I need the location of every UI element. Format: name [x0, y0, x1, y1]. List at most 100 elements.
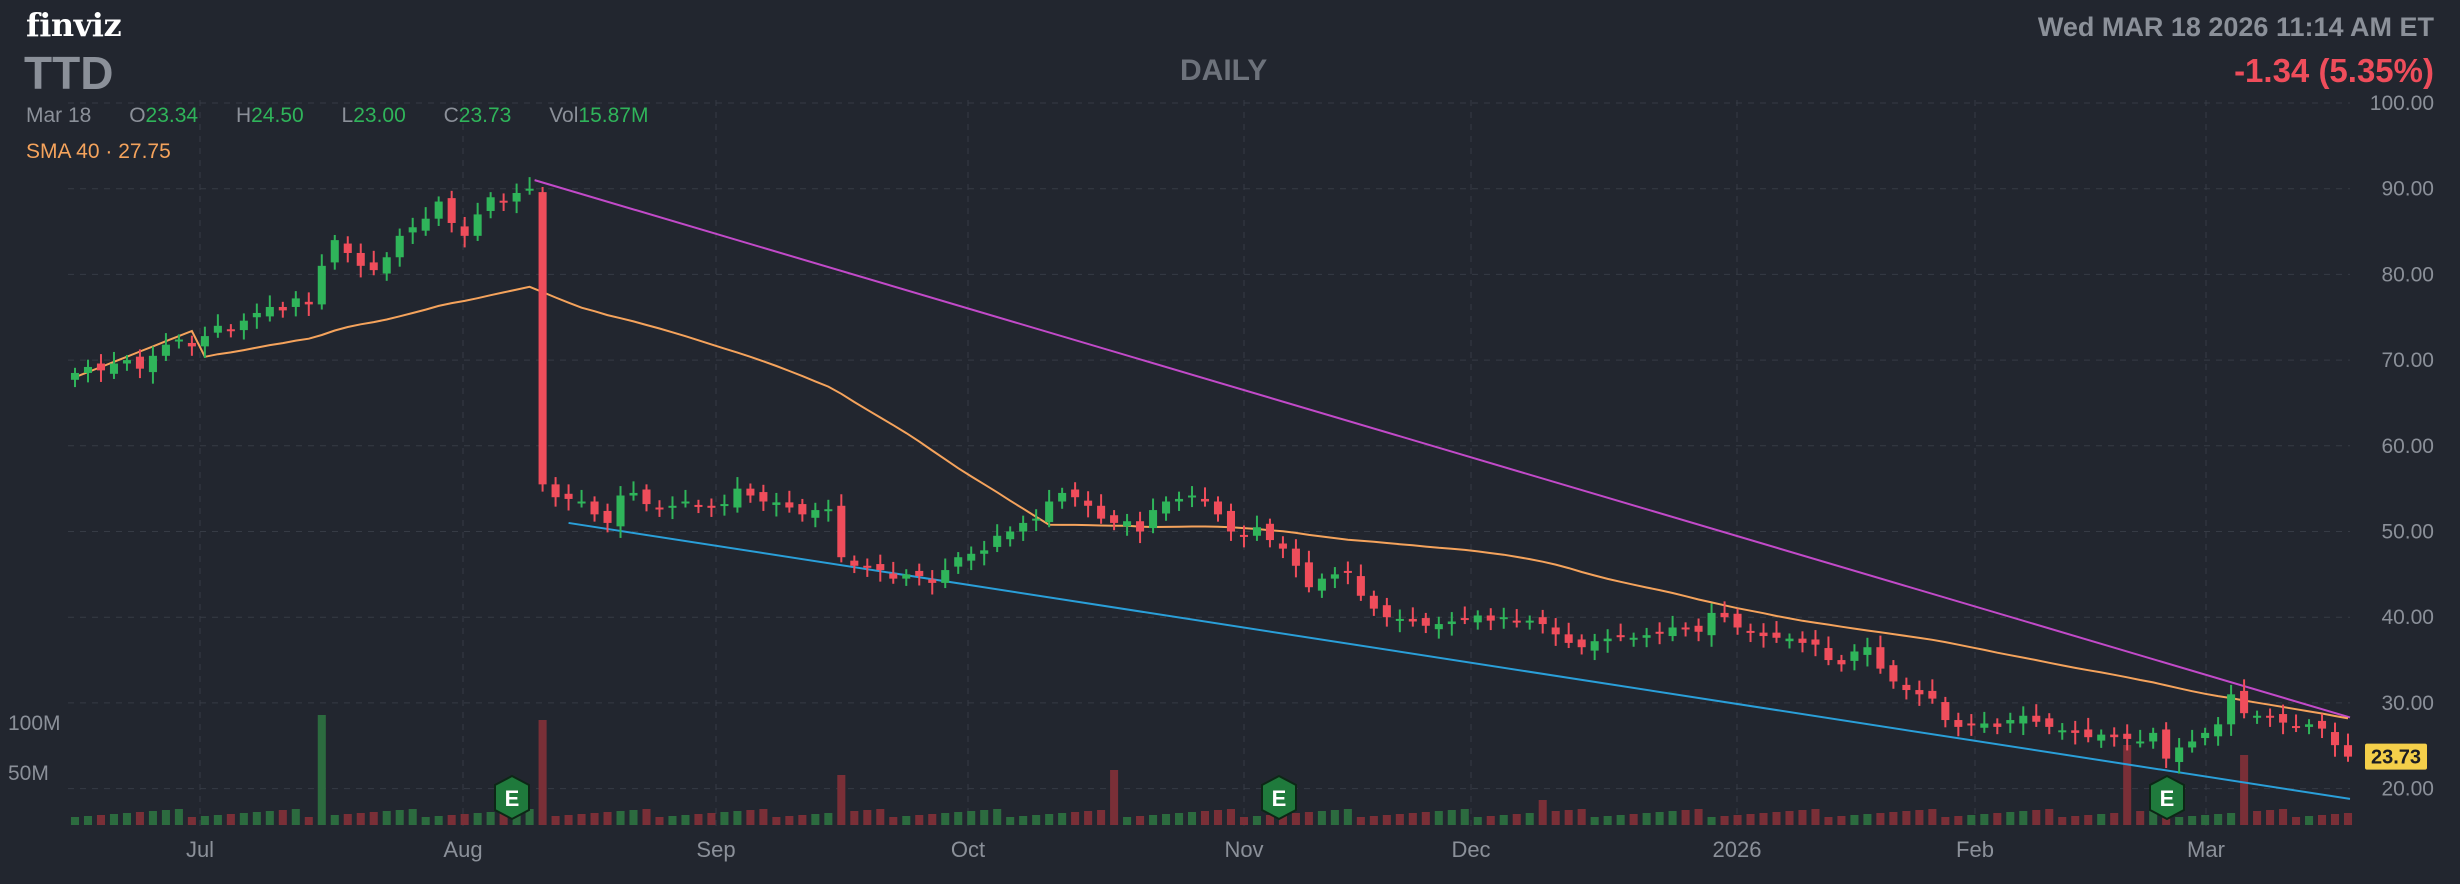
- candle: [1395, 609, 1404, 633]
- volume-bar: [1486, 816, 1495, 825]
- candle: [551, 477, 560, 507]
- candle-body: [1824, 648, 1833, 661]
- candle: [1019, 515, 1028, 541]
- candle: [369, 250, 378, 276]
- candle: [278, 301, 287, 318]
- candle-body: [1525, 620, 1534, 623]
- candle-body: [1720, 612, 1729, 618]
- candle: [564, 484, 573, 511]
- candle-body: [798, 504, 807, 515]
- candle: [1733, 608, 1742, 635]
- candle: [1590, 633, 1599, 661]
- volume-bar: [135, 812, 144, 825]
- volume-bar: [447, 815, 456, 825]
- candle-body: [2136, 741, 2145, 744]
- candle: [1863, 637, 1872, 667]
- candle: [577, 489, 586, 508]
- volume-bar: [694, 814, 703, 825]
- volume-bar: [1967, 815, 1976, 825]
- volume-bar: [1668, 811, 1677, 825]
- candle: [1993, 718, 2002, 735]
- volume-bar: [2253, 811, 2262, 825]
- candle-body: [1460, 618, 1469, 621]
- candle-body: [564, 493, 573, 499]
- candle-body: [2227, 694, 2236, 725]
- volume-axis: 100M 50M: [8, 712, 61, 785]
- candle-body: [2019, 715, 2028, 724]
- candle: [408, 217, 417, 244]
- volume-bar: [1447, 810, 1456, 825]
- volume-bar: [915, 815, 924, 825]
- volume-bar: [525, 809, 534, 825]
- candle-body: [1772, 632, 1781, 638]
- candle-body: [1369, 595, 1378, 609]
- volume-bar: [2227, 813, 2236, 825]
- candle-body: [278, 306, 287, 311]
- candle: [265, 295, 274, 322]
- price-tick-label: 80.00: [2381, 263, 2434, 286]
- candle: [499, 193, 508, 211]
- candle-body: [1512, 620, 1521, 623]
- candle: [837, 494, 846, 563]
- volume-bar: [434, 816, 443, 825]
- candle-body: [2317, 720, 2327, 729]
- last-price-badge: [2365, 743, 2427, 770]
- volume-bar: [2201, 815, 2210, 825]
- volume-bar: [395, 810, 404, 825]
- candle-body: [811, 510, 820, 518]
- candle-body: [1265, 523, 1274, 541]
- volume-bar: [1421, 812, 1430, 825]
- volume-bar: [1694, 809, 1703, 825]
- candle: [1564, 622, 1573, 649]
- volume-bar: [1304, 812, 1313, 825]
- candle: [850, 555, 859, 574]
- candle: [2149, 727, 2158, 749]
- price-tick-label: 70.00: [2381, 349, 2434, 372]
- candle: [1915, 680, 1924, 706]
- candle-body: [83, 366, 93, 373]
- volume-bar: [1980, 814, 1989, 825]
- volume-bar: [1863, 814, 1872, 825]
- candle-body: [837, 505, 846, 558]
- sma-legend[interactable]: SMA 40 · 27.75: [26, 140, 171, 164]
- volume-bar: [2240, 755, 2249, 825]
- candle: [2240, 679, 2249, 719]
- date-tick-label: Dec: [1451, 837, 1490, 862]
- volume-bar: [1538, 800, 1547, 825]
- volume-bar: [226, 814, 235, 825]
- volume-bars: [70, 715, 2353, 825]
- earnings-marker-badge: [2149, 774, 2185, 821]
- candle-body: [1045, 501, 1054, 523]
- candle-body: [772, 502, 781, 505]
- candle: [1123, 513, 1132, 536]
- candle-body: [1668, 627, 1677, 637]
- volume-value: 15.87M: [578, 104, 649, 127]
- candle-body: [1928, 690, 1937, 699]
- volume-bar: [850, 811, 859, 825]
- candle: [109, 351, 118, 379]
- candle-body: [265, 306, 274, 317]
- candle-body: [707, 505, 716, 508]
- volume-bar: [265, 811, 274, 825]
- candle-body: [1123, 521, 1132, 527]
- candle: [135, 349, 144, 379]
- candle: [1045, 489, 1054, 528]
- candle: [2084, 717, 2093, 743]
- candle: [460, 216, 469, 248]
- candle-body: [1213, 501, 1223, 515]
- finviz-logo[interactable]: finviz: [26, 6, 122, 44]
- candle-body: [2253, 715, 2262, 718]
- candle: [1707, 603, 1716, 647]
- candle: [239, 313, 248, 340]
- volume-bar: [2175, 817, 2184, 825]
- candle-body: [2071, 730, 2080, 733]
- candle: [1720, 601, 1729, 623]
- date-tick-label: Aug: [443, 837, 482, 862]
- volume-bar: [668, 816, 677, 825]
- candle-body: [603, 510, 612, 523]
- volume-bar: [1265, 815, 1274, 825]
- candle-body: [1642, 635, 1651, 638]
- candle: [1291, 539, 1300, 578]
